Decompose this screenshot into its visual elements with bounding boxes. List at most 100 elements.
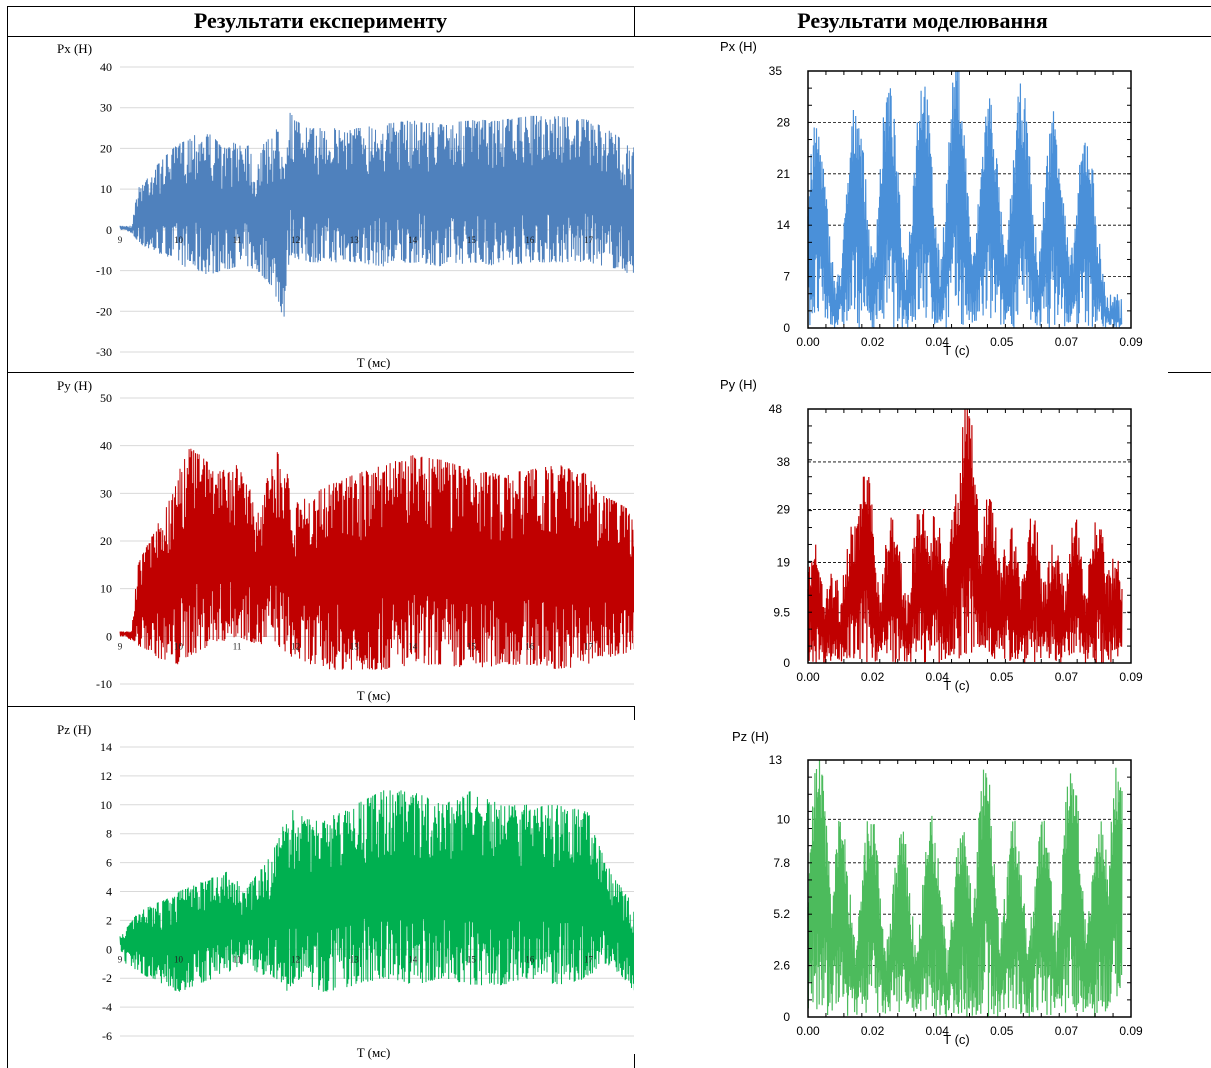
x-axis-label: T (мс) xyxy=(357,688,391,703)
x-tick-label: 17 xyxy=(584,954,594,964)
x-tick-label: 14 xyxy=(408,954,418,964)
x-tick-label: 0.07 xyxy=(1055,1024,1079,1038)
y-axis-label: Py (H) xyxy=(57,378,92,393)
y-tick-label: 9.5 xyxy=(773,606,790,620)
y-tick-label: 10 xyxy=(777,812,791,826)
x-tick-label: 9 xyxy=(118,954,123,964)
y-tick-label: 40 xyxy=(100,60,112,74)
y-tick-label: 14 xyxy=(100,740,112,754)
simulation-py-chart: 48 38 29 19 9.5 0 0.00 0.02 0.04 0.05 0.07 0.09 Py (… xyxy=(720,377,1143,693)
y-axis-label: Px (H) xyxy=(720,39,757,54)
x-tick-label: 12 xyxy=(291,641,300,651)
x-tick-label: 0.04 xyxy=(926,670,950,684)
y-tick-label: 7 xyxy=(783,270,790,284)
data-series-waveform xyxy=(807,408,1123,663)
y-tick-label: 30 xyxy=(100,486,112,500)
y-tick-label: 10 xyxy=(100,582,112,596)
y-tick-label: 0 xyxy=(106,223,112,237)
x-tick-label: 11 xyxy=(233,641,242,651)
experiment-px-chart: 40 30 20 10 0 -10 -20 -30 9 10 11 12 13 14 15 16 17 Px (H… xyxy=(57,41,634,370)
x-tick-label: 15 xyxy=(467,954,477,964)
row-divider-1-right xyxy=(1168,372,1211,373)
y-tick-label: 10 xyxy=(100,798,112,812)
x-tick-label: 0.02 xyxy=(861,1024,885,1038)
x-tick-label: 0.02 xyxy=(861,670,885,684)
row-divider-1-left xyxy=(7,372,634,373)
y-tick-label: -6 xyxy=(102,1029,112,1043)
simulation-px-chart: 35 28 21 14 7 0 0.00 0.02 0.04 0.05 0.07 0.09 Px (H)… xyxy=(720,39,1143,358)
y-tick-label: 4 xyxy=(106,885,112,899)
y-tick-label: 7.8 xyxy=(773,856,790,870)
y-tick-label: 30 xyxy=(100,101,112,115)
x-tick-label: 0.00 xyxy=(796,670,820,684)
y-tick-label: -10 xyxy=(96,264,112,278)
y-tick-label: 5.2 xyxy=(773,907,790,921)
table-column-divider xyxy=(634,6,635,37)
y-axis-label: Pz (H) xyxy=(57,722,91,737)
y-tick-label: 0 xyxy=(783,656,790,670)
y-tick-label: 2 xyxy=(106,913,112,927)
column-divider-bottom xyxy=(634,1054,635,1068)
x-tick-label: 14 xyxy=(408,235,418,245)
x-tick-label: 9 xyxy=(118,235,123,245)
table-header-divider xyxy=(7,36,1211,37)
x-tick-label: 0.07 xyxy=(1055,670,1079,684)
y-tick-label: 13 xyxy=(769,753,783,767)
x-tick-label: 0.05 xyxy=(990,670,1014,684)
y-tick-label: 21 xyxy=(777,167,791,181)
x-tick-label: 0.05 xyxy=(990,335,1014,349)
x-axis-label: T (c) xyxy=(943,1032,969,1047)
y-tick-label: 0 xyxy=(783,1010,790,1024)
x-tick-label: 12 xyxy=(291,235,300,245)
y-tick-label: 40 xyxy=(100,439,112,453)
x-tick-label: 0.09 xyxy=(1119,670,1143,684)
x-tick-label: 0.07 xyxy=(1055,335,1079,349)
y-axis-label: Px (H) xyxy=(57,41,92,56)
x-tick-label: 17 xyxy=(584,235,594,245)
x-tick-label: 13 xyxy=(350,235,360,245)
row-divider-2 xyxy=(7,706,634,707)
x-tick-label: 13 xyxy=(350,954,360,964)
column-divider-row3 xyxy=(634,706,635,720)
x-tick-label: 0.04 xyxy=(926,335,950,349)
y-tick-label: -20 xyxy=(96,304,112,318)
y-tick-label: 0 xyxy=(106,942,112,956)
y-tick-label: 50 xyxy=(100,391,112,405)
x-tick-label: 16 xyxy=(525,641,535,651)
y-tick-label: 29 xyxy=(777,503,791,517)
x-tick-label: 0.09 xyxy=(1119,335,1143,349)
x-tick-label: 16 xyxy=(525,954,535,964)
simulation-pz-chart: 13 10 7.8 5.2 2.6 0 0.00 0.02 0.04 0.05 0.07 0.09 Pz… xyxy=(732,729,1143,1047)
data-series-waveform xyxy=(119,790,634,992)
y-tick-label: 38 xyxy=(777,455,791,469)
x-tick-label: 17 xyxy=(584,641,594,651)
x-axis-label: T (c) xyxy=(943,678,969,693)
x-tick-label: 15 xyxy=(467,235,477,245)
y-tick-label: 8 xyxy=(106,827,112,841)
y-tick-label: 20 xyxy=(100,534,112,548)
y-tick-label: 12 xyxy=(100,769,112,783)
x-axis-label: T (мс) xyxy=(357,1045,391,1060)
x-tick-label: 0.05 xyxy=(990,1024,1014,1038)
x-tick-label: 10 xyxy=(174,641,184,651)
data-series-waveform xyxy=(119,448,634,670)
y-tick-label: 19 xyxy=(777,555,791,569)
x-tick-label: 0.09 xyxy=(1119,1024,1143,1038)
x-tick-label: 15 xyxy=(467,641,477,651)
data-series-waveform xyxy=(807,759,1123,1017)
y-tick-label: 28 xyxy=(777,115,791,129)
x-tick-label: 11 xyxy=(233,954,242,964)
x-tick-label: 12 xyxy=(291,954,300,964)
x-tick-label: 0.02 xyxy=(861,335,885,349)
x-tick-label: 0.00 xyxy=(796,335,820,349)
x-tick-label: 13 xyxy=(350,641,360,651)
y-tick-label: 10 xyxy=(100,182,112,196)
y-tick-label: 0 xyxy=(783,321,790,335)
header-simulation: Результати моделювання xyxy=(797,8,1048,33)
y-tick-label: 48 xyxy=(769,402,783,416)
y-tick-label: 0 xyxy=(106,629,112,643)
y-tick-label: 35 xyxy=(769,64,783,78)
y-tick-label: 6 xyxy=(106,856,112,870)
y-tick-label: 14 xyxy=(777,218,791,232)
